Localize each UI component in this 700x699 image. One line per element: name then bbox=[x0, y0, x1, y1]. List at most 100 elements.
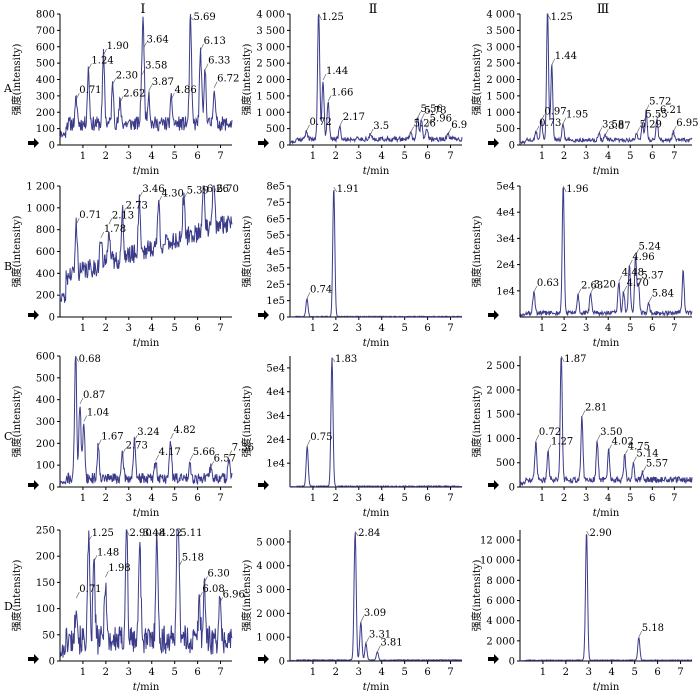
peak-label: 1.27 bbox=[551, 437, 573, 448]
column-header-2: Ⅱ bbox=[369, 2, 378, 17]
peak-leader-line bbox=[98, 439, 102, 446]
peak-label: 3.24 bbox=[137, 427, 159, 438]
chromatogram-trace bbox=[59, 13, 233, 138]
peak-leader-line bbox=[562, 185, 567, 193]
y-tick-label: 10 000 bbox=[480, 556, 515, 567]
peak-leader-line bbox=[75, 355, 79, 363]
peak-label: 2.73 bbox=[126, 200, 148, 211]
peak-label: 3.58 bbox=[145, 61, 167, 72]
peak-leader-line bbox=[134, 435, 138, 442]
x-tick-label: 2 bbox=[561, 151, 567, 162]
y-tick-label: 400 bbox=[36, 395, 55, 406]
peak-leader-line bbox=[596, 434, 601, 442]
peak-leader-line bbox=[642, 117, 646, 124]
peak-leader-line bbox=[560, 355, 565, 363]
x-tick-label: 7 bbox=[671, 151, 677, 162]
peak-label: 1.91 bbox=[337, 184, 359, 195]
y-axis-label: 强度(intensity) bbox=[10, 43, 23, 115]
x-tick-label: 4 bbox=[149, 667, 155, 678]
peak-leader-line bbox=[213, 185, 217, 193]
y-tick-label: 0 bbox=[49, 483, 55, 494]
peak-leader-line bbox=[421, 113, 425, 120]
chromatogram-panel-d1: 0 50 100 150 200 250 1 2 3 4 5 6 7 t/min 强度(intensity)… bbox=[10, 526, 245, 694]
chromatogram-trace bbox=[519, 186, 693, 318]
y-tick-label: 3 000 bbox=[256, 42, 285, 53]
peak-leader-line bbox=[126, 529, 130, 537]
peak-leader-line bbox=[76, 591, 80, 599]
x-tick-label: 5 bbox=[171, 667, 177, 678]
peak-label: 6.70 bbox=[217, 184, 239, 195]
y-tick-label: 400 bbox=[36, 269, 55, 280]
y-tick-label: 1e4 bbox=[496, 286, 515, 297]
y-tick-label: 5 000 bbox=[256, 537, 285, 548]
peak-label: 0.97 bbox=[544, 106, 566, 117]
peak-leader-line bbox=[76, 93, 80, 100]
peak-label: 6.33 bbox=[208, 56, 230, 67]
baseline-arrow-icon bbox=[488, 138, 499, 148]
peak-leader-line bbox=[636, 127, 640, 134]
x-tick-label: 3 bbox=[356, 493, 362, 504]
y-tick-label: 0 bbox=[509, 483, 515, 494]
y-tick-label: 50 bbox=[42, 630, 55, 641]
peak-leader-line bbox=[213, 81, 218, 88]
row-label-b: B bbox=[4, 260, 12, 273]
peak-leader-line bbox=[100, 231, 105, 239]
x-tick-label: 7 bbox=[671, 493, 677, 504]
x-axis-label: t/min bbox=[363, 166, 390, 177]
peak-leader-line bbox=[360, 615, 365, 623]
peak-leader-line bbox=[83, 415, 88, 422]
x-tick-label: 5 bbox=[401, 493, 407, 504]
peak-label: 5.56 bbox=[421, 104, 443, 115]
y-axis-label: 强度(intensity) bbox=[470, 43, 483, 115]
peak-label: 0.74 bbox=[310, 284, 332, 295]
x-tick-label: 5 bbox=[401, 667, 407, 678]
peak-label: 2.73 bbox=[126, 440, 148, 451]
peak-label: 1.90 bbox=[107, 41, 129, 52]
x-tick-label: 5 bbox=[401, 323, 407, 334]
y-axis-label: 强度(intensity) bbox=[10, 385, 23, 457]
x-tick-label: 7 bbox=[217, 151, 223, 162]
x-axis-label: t/min bbox=[593, 166, 620, 177]
x-tick-label: 4 bbox=[149, 151, 155, 162]
peak-label: 6.57 bbox=[214, 453, 236, 464]
x-tick-label: 2 bbox=[103, 667, 109, 678]
x-tick-label: 1 bbox=[80, 151, 86, 162]
peak-leader-line bbox=[377, 645, 381, 652]
baseline-arrow-icon bbox=[488, 480, 499, 490]
peak-label: 5.73 bbox=[424, 105, 446, 116]
y-tick-label: 2 000 bbox=[486, 385, 515, 396]
x-tick-label: 3 bbox=[586, 667, 592, 678]
y-tick-label: 100 bbox=[36, 604, 55, 615]
y-tick-label: 3e4 bbox=[266, 411, 285, 422]
peak-leader-line bbox=[633, 456, 637, 463]
x-tick-label: 4 bbox=[149, 323, 155, 334]
y-tick-label: 0 bbox=[279, 313, 285, 324]
peak-leader-line bbox=[318, 13, 322, 21]
chromatogram-panel-a2: 0 500 1 000 1 500 2 000 2 500 3 000 3 500 4 000 1… bbox=[240, 10, 467, 178]
y-tick-label: 500 bbox=[496, 124, 515, 135]
peak-label: 7.36 bbox=[232, 442, 254, 453]
peak-label: 5.24 bbox=[639, 241, 661, 252]
peak-label: 1.95 bbox=[566, 110, 588, 121]
y-tick-label: 1 500 bbox=[256, 91, 285, 102]
peak-label: 4.96 bbox=[632, 252, 654, 263]
peak-leader-line bbox=[306, 439, 311, 446]
x-tick-label: 7 bbox=[447, 151, 453, 162]
peak-label: 2.62 bbox=[123, 88, 145, 99]
peak-label: 5.11 bbox=[180, 528, 202, 539]
x-tick-label: 2 bbox=[561, 493, 567, 504]
peak-leader-line bbox=[183, 193, 187, 200]
peak-leader-line bbox=[629, 259, 633, 267]
y-tick-label: 1 000 bbox=[486, 434, 515, 445]
peak-label: 3.09 bbox=[364, 608, 386, 619]
x-tick-label: 4 bbox=[379, 151, 385, 162]
chromatogram-panel-d2: 0 1 000 2 000 3 000 4 000 5 000 1 2 3 4 5 6 7 t/min 强度… bbox=[240, 528, 463, 693]
x-tick-label: 7 bbox=[447, 493, 453, 504]
peak-label: 6.9 bbox=[451, 120, 467, 131]
x-tick-label: 6 bbox=[194, 323, 200, 334]
y-axis-label: 强度(intensity) bbox=[10, 215, 23, 287]
peak-leader-line bbox=[112, 78, 117, 85]
x-axis-label: t/min bbox=[133, 338, 160, 349]
peak-label: 2.84 bbox=[358, 528, 380, 539]
